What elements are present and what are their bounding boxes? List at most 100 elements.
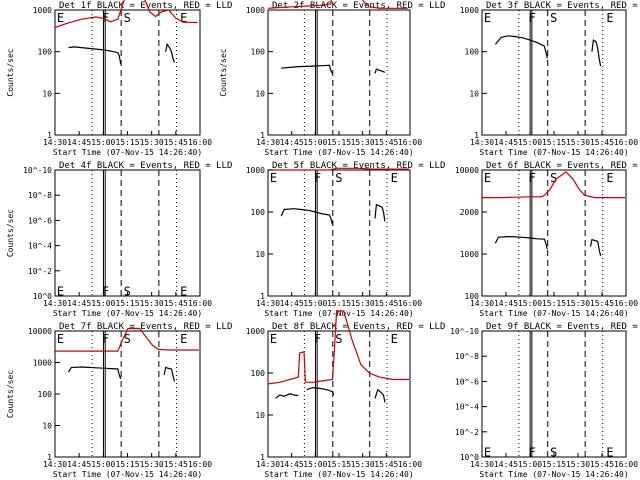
x-tick-label: 14:30 bbox=[470, 299, 494, 308]
panel-det-2: Det 2f BLACK = Events, RED = LLD 1 10 100 10… bbox=[219, 0, 445, 157]
series-events-black bbox=[374, 203, 386, 222]
x-axis-label: Start Time (07-Nov-15 14:26:40) bbox=[479, 470, 628, 479]
y-tick-label: 10 bbox=[255, 250, 265, 259]
series-lld-red bbox=[267, 0, 408, 9]
x-tick-label: 15:15 bbox=[542, 460, 566, 469]
panel-det-4: Det 4f BLACK = Events, RED = LLD E F S E 10^0… bbox=[6, 161, 232, 318]
phase-label: E bbox=[606, 171, 613, 185]
x-tick-label: 15:30 bbox=[351, 138, 375, 147]
x-tick-label: 15:15 bbox=[542, 299, 566, 308]
x-tick-label: 14:45 bbox=[494, 299, 518, 308]
phase-label: E bbox=[606, 445, 613, 459]
y-tick-label: 100 bbox=[465, 292, 480, 301]
y-tick-label: 100 bbox=[465, 48, 480, 57]
y-tick-label: 1000 bbox=[246, 6, 265, 15]
x-axis-label: Start Time (07-Nov-15 14:26:40) bbox=[53, 148, 202, 157]
x-tick-label: 16:00 bbox=[614, 460, 638, 469]
x-tick-label: 14:30 bbox=[43, 138, 67, 147]
x-tick-label: 14:45 bbox=[494, 460, 518, 469]
x-tick-label: 15:30 bbox=[140, 299, 164, 308]
phase-label: E bbox=[57, 284, 64, 298]
x-axis-label: Start Time (07-Nov-15 14:26:40) bbox=[479, 148, 628, 157]
x-tick-label: 15:45 bbox=[590, 460, 614, 469]
panel-title: Det 5f BLACK = Events, RED = LLD bbox=[272, 161, 445, 171]
phase-label: E bbox=[57, 332, 64, 346]
y-tick-label: 1 bbox=[47, 131, 52, 140]
series-events-black bbox=[67, 366, 122, 380]
phase-label: E bbox=[484, 11, 491, 25]
x-tick-label: 15:00 bbox=[91, 299, 115, 308]
phase-label: F bbox=[102, 332, 109, 346]
x-tick-label: 15:00 bbox=[518, 460, 542, 469]
x-tick-label: 15:15 bbox=[115, 460, 139, 469]
panel-title: Det 1f BLACK = Events, RED = LLD bbox=[59, 1, 232, 11]
phase-label: E bbox=[180, 11, 187, 25]
x-tick-label: 15:00 bbox=[303, 460, 327, 469]
phase-label: S bbox=[124, 11, 131, 25]
x-tick-label: 15:45 bbox=[590, 138, 614, 147]
plot-frame bbox=[54, 169, 201, 297]
x-tick-label: 16:00 bbox=[188, 138, 212, 147]
x-tick-label: 16:00 bbox=[398, 460, 422, 469]
y-tick-label: 2000 bbox=[460, 208, 479, 217]
x-tick-label: 16:00 bbox=[614, 299, 638, 308]
plot-frame bbox=[481, 169, 627, 297]
y-axis-label: Counts/sec bbox=[6, 370, 15, 418]
phase-label: S bbox=[124, 284, 131, 298]
x-tick-label: 15:00 bbox=[303, 299, 327, 308]
x-tick-label: 15:30 bbox=[566, 299, 590, 308]
y-tick-label: 10^-10 bbox=[450, 327, 479, 336]
plot-frame bbox=[481, 9, 627, 136]
phase-label: F bbox=[102, 284, 109, 298]
x-tick-label: 16:00 bbox=[188, 460, 212, 469]
phase-label: E bbox=[484, 445, 491, 459]
phase-label: E bbox=[606, 11, 613, 25]
panel-title: Det 7f BLACK = Events, RED = LLD bbox=[59, 322, 232, 332]
x-tick-label: 15:30 bbox=[140, 138, 164, 147]
series-lld-red bbox=[482, 171, 625, 199]
phase-label: S bbox=[550, 445, 557, 459]
x-axis-label: Start Time (07-Nov-15 14:26:40) bbox=[53, 470, 202, 479]
y-axis-label: Counts/sec bbox=[219, 48, 228, 96]
phase-label: S bbox=[550, 171, 557, 185]
panel-title: Det 3f BLACK = Events, RED = LLD bbox=[486, 1, 640, 11]
phase-label: E bbox=[270, 171, 277, 185]
x-tick-label: 14:45 bbox=[67, 299, 91, 308]
panel-title: Det 8f BLACK = Events, RED = LLD bbox=[272, 322, 445, 332]
panel-title: Det 6f BLACK = Events, RED = LLD bbox=[486, 161, 640, 171]
x-tick-label: 14:45 bbox=[67, 460, 91, 469]
series-events-black bbox=[68, 46, 122, 65]
x-tick-label: 15:30 bbox=[351, 460, 375, 469]
panel-det-6: Det 6f BLACK = Events, RED = LLDEFSE1001… bbox=[455, 161, 640, 318]
x-tick-label: 15:45 bbox=[374, 460, 398, 469]
phase-label: E bbox=[270, 332, 277, 346]
x-axis-label: Start Time (07-Nov-15 14:26:40) bbox=[264, 470, 413, 479]
y-tick-label: 10^-8 bbox=[28, 191, 52, 200]
x-tick-label: 15:00 bbox=[518, 299, 542, 308]
plot-frame bbox=[481, 330, 627, 458]
y-tick-label: 1000 bbox=[246, 327, 265, 336]
y-tick-label: 100 bbox=[251, 369, 266, 378]
x-tick-label: 14:45 bbox=[280, 460, 304, 469]
y-tick-label: 1 bbox=[47, 453, 52, 462]
plot-frame bbox=[54, 9, 201, 136]
x-tick-label: 14:30 bbox=[43, 299, 67, 308]
series-lld-red bbox=[55, 327, 199, 352]
x-tick-label: 14:45 bbox=[67, 138, 91, 147]
x-tick-label: 15:15 bbox=[115, 299, 139, 308]
x-tick-label: 15:00 bbox=[91, 138, 115, 147]
phase-label: E bbox=[57, 11, 64, 25]
y-tick-label: 10^-10 bbox=[23, 166, 52, 175]
x-tick-label: 14:30 bbox=[470, 460, 494, 469]
series-events-black bbox=[165, 42, 175, 63]
x-tick-label: 15:45 bbox=[164, 460, 188, 469]
x-tick-label: 16:00 bbox=[398, 299, 422, 308]
y-axis-label: Counts/sec bbox=[6, 48, 15, 96]
x-tick-label: 14:30 bbox=[256, 138, 280, 147]
y-tick-label: 10^0 bbox=[33, 292, 52, 301]
x-tick-label: 15:45 bbox=[374, 299, 398, 308]
y-tick-label: 100 bbox=[38, 390, 53, 399]
x-tick-label: 16:00 bbox=[398, 138, 422, 147]
